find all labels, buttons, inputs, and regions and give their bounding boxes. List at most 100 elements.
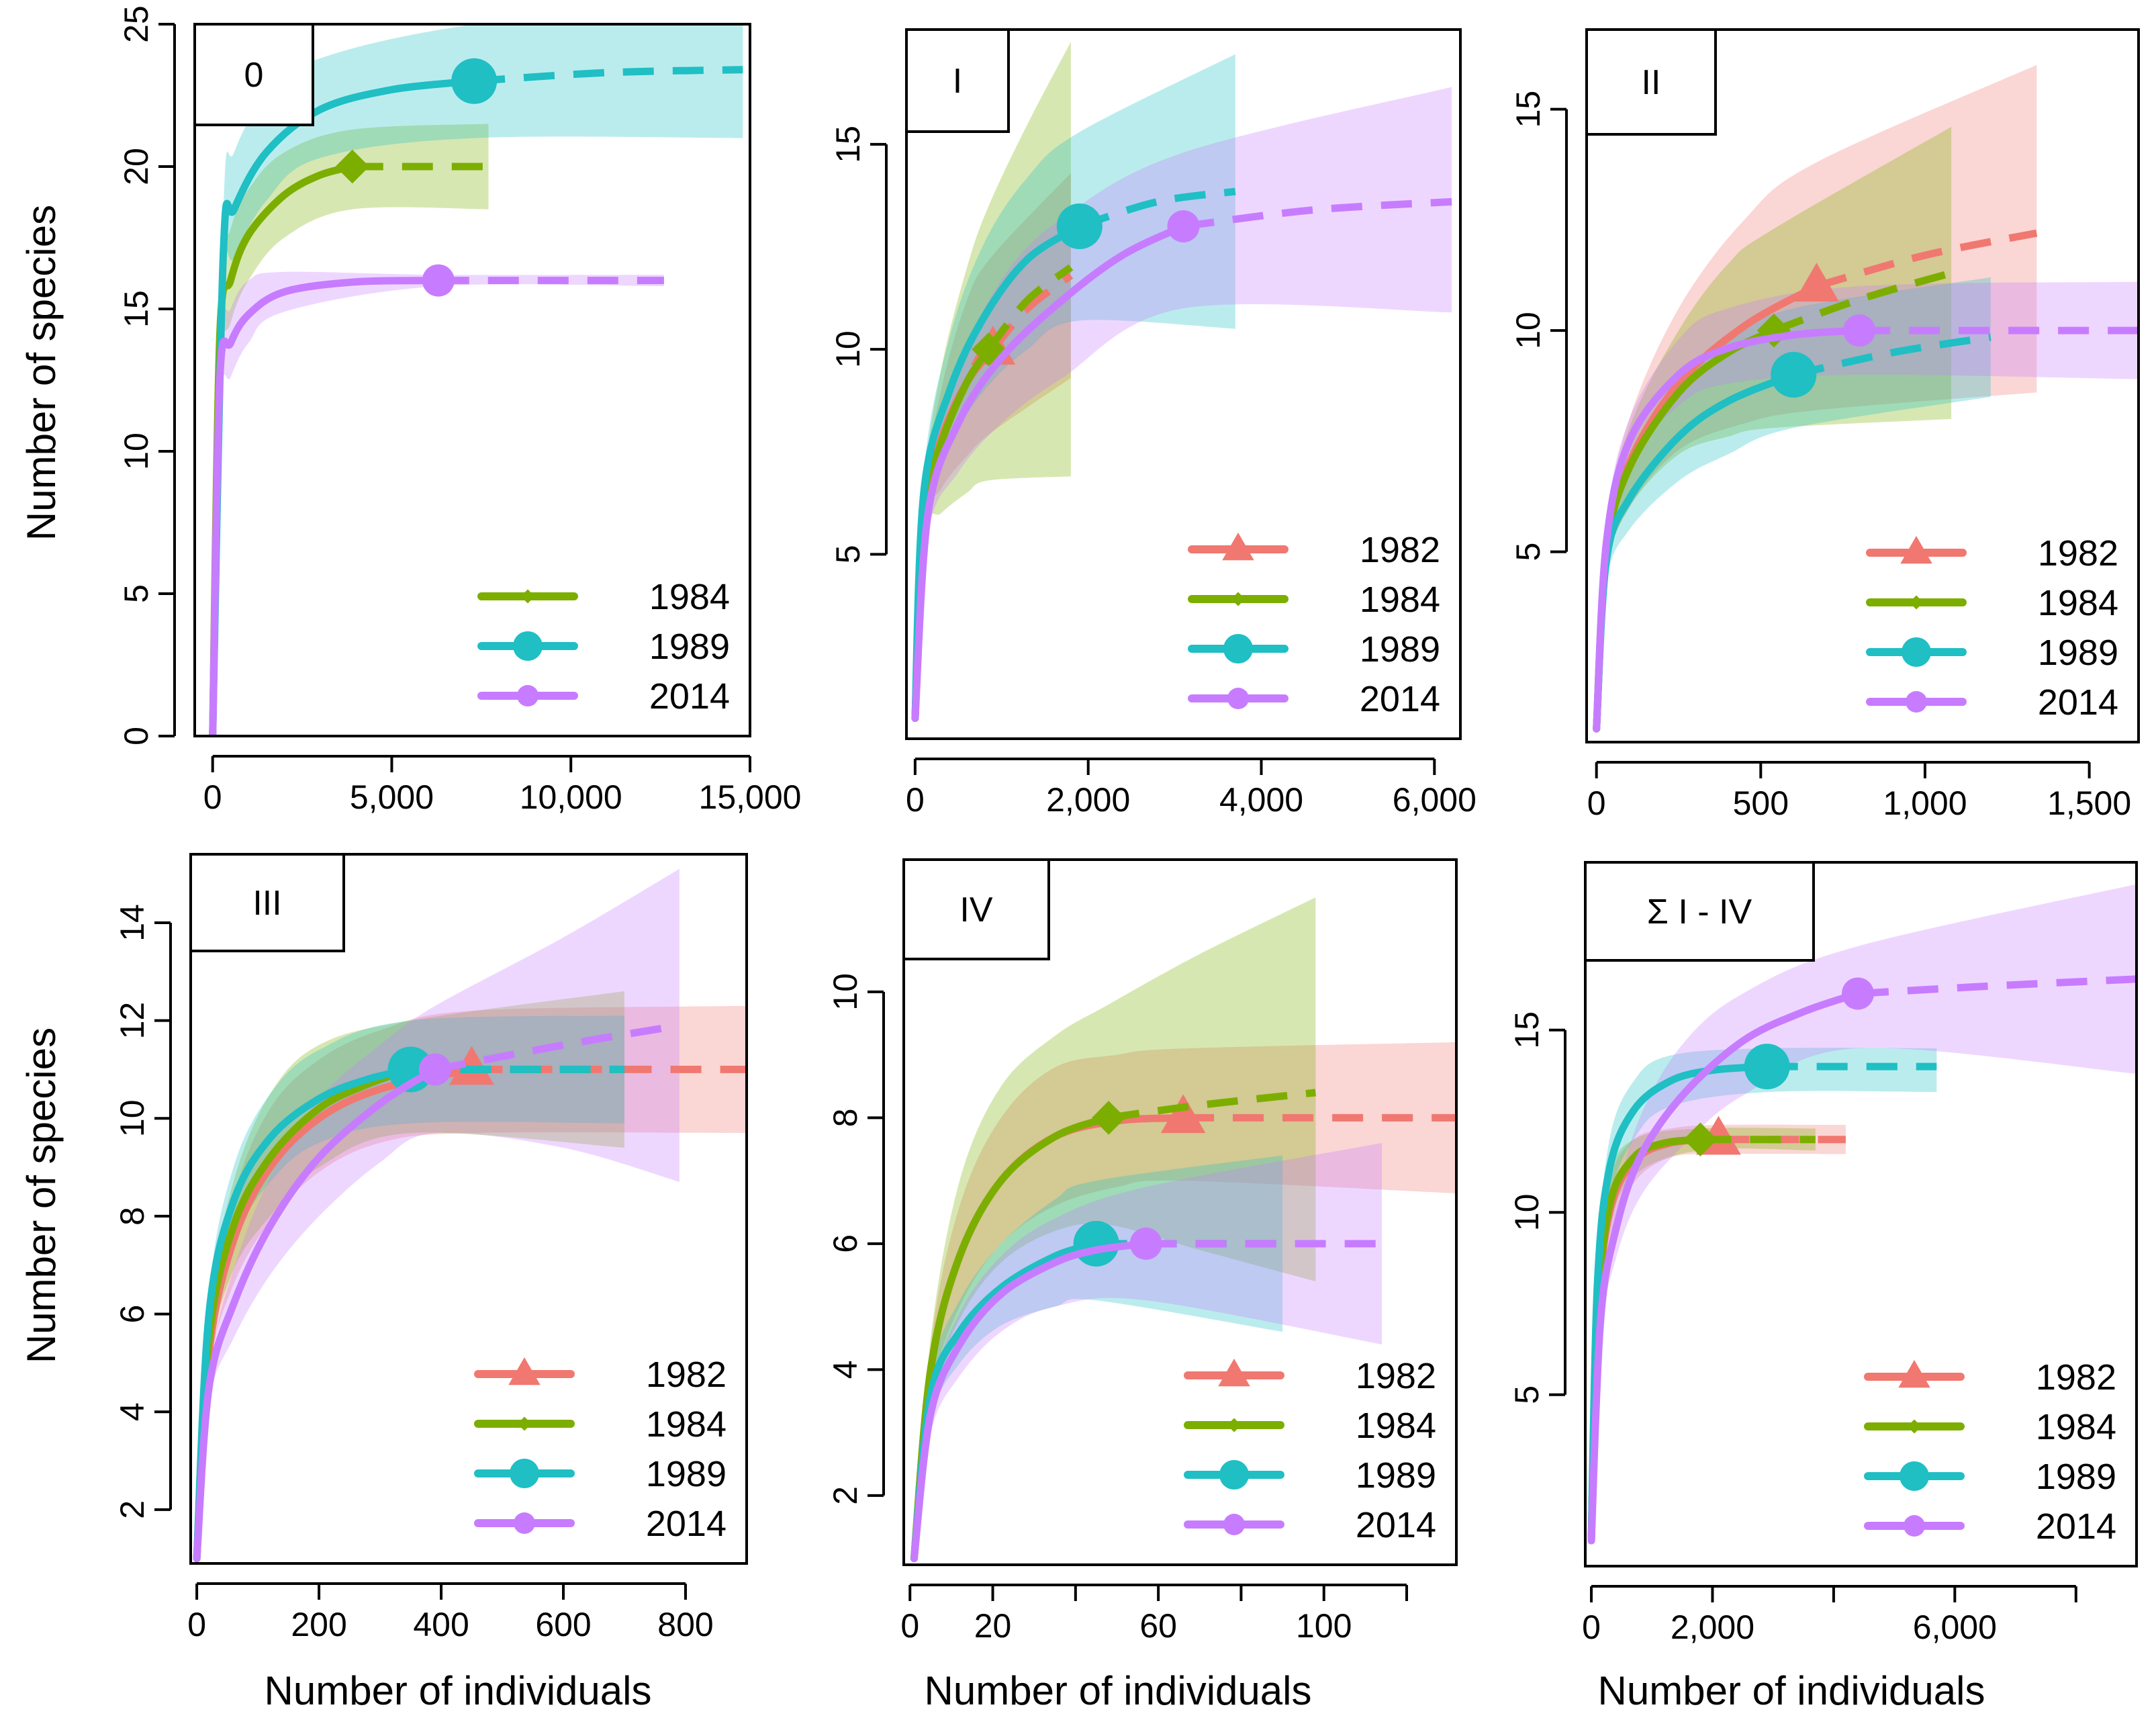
curve-1989: [193, 1065, 415, 1563]
ci-band-1984: [1591, 1128, 1816, 1541]
x-tick-label: 60: [1139, 1607, 1177, 1645]
panel-frame: [1584, 861, 2138, 1567]
y-tick-label: 20: [118, 148, 155, 185]
observed-point-2014: [1843, 314, 1876, 347]
observed-point-2014: [418, 1053, 451, 1086]
extrapolation-1984: [986, 264, 1074, 352]
legend-marker-1984: [517, 1416, 532, 1431]
legend-label-1984: 1984: [649, 577, 730, 617]
legend-label-1989: 1989: [646, 1454, 727, 1494]
x-tick-label: 5,000: [350, 778, 434, 816]
legend-label-1989: 1989: [1356, 1455, 1436, 1496]
legend-item-1989: 1989: [1188, 629, 1440, 670]
observed-point-1989: [451, 58, 498, 104]
legend-item-1989: 1989: [1866, 633, 2118, 673]
extrapolation-1984: [1773, 269, 1953, 334]
panel-label-box: [902, 858, 1050, 960]
panel-label-box: [193, 23, 314, 126]
legend-item-1982: 1982: [1864, 1357, 2116, 1398]
y-tick-label: 15: [118, 290, 155, 328]
legend-label-1984: 1984: [1356, 1406, 1436, 1446]
x-tick-label: 2,000: [1671, 1608, 1754, 1646]
legend-item-2014: 2014: [477, 676, 730, 717]
panel-p5: Σ I - IV 5 10 15 0 2,000 6,000 1982 1984 1989 2014: [1508, 861, 2138, 1646]
legend-label-1984: 1984: [646, 1404, 727, 1445]
legend-label-1982: 1982: [2038, 533, 2118, 574]
plot-area: [209, 24, 743, 736]
legend-item-1989: 1989: [1864, 1457, 2116, 1497]
x-tick-label: 0: [187, 1606, 206, 1643]
y-tick-label: 4: [827, 1360, 864, 1379]
x-axis-title-middle: Number of individuals: [925, 1668, 1312, 1713]
y-tick-label: 5: [1509, 543, 1547, 561]
x-axis-title-right: Number of individuals: [1598, 1668, 1985, 1713]
x-axis-title-left: Number of individuals: [265, 1668, 652, 1713]
ci-band-1984: [914, 897, 1316, 1559]
legend-item-2014: 2014: [1184, 1505, 1436, 1545]
y-tick-label: 10: [1508, 1193, 1546, 1231]
y-axis-title-bottom: Number of species: [19, 1028, 64, 1363]
observed-point-1982: [1794, 263, 1839, 302]
ci-band-1984: [212, 124, 489, 736]
ci-band-1982: [914, 1042, 1456, 1559]
observed-point-1982: [1160, 1094, 1206, 1134]
panel-frame: [1585, 28, 2140, 743]
x-tick-label: 500: [1733, 784, 1789, 822]
panel-p3: III 2 4 6 8 10 12 14 0 200 400 600 800 1982 1984 1989 20…: [113, 853, 748, 1643]
legend-marker-1982: [1218, 1359, 1250, 1387]
y-tick-label: 6: [827, 1234, 864, 1253]
legend-item-1982: 1982: [1866, 533, 2118, 574]
legend-marker-1984: [520, 589, 535, 604]
x-tick-label: 0: [906, 781, 925, 819]
panel-frame: [193, 23, 751, 737]
panel-label-box: [189, 853, 345, 952]
x-tick-label: 20: [974, 1607, 1012, 1645]
legend-item-2014: 2014: [1866, 682, 2118, 723]
y-tick-label: 14: [113, 904, 151, 942]
legend-marker-2014: [517, 685, 538, 707]
y-tick-label: 10: [113, 1099, 151, 1137]
ci-band-1984: [915, 42, 1071, 719]
x-tick-label: 600: [535, 1606, 591, 1643]
extrapolation-1984: [1108, 1089, 1316, 1122]
ci-band-2014: [197, 868, 679, 1559]
legend-marker-1984: [1231, 592, 1246, 606]
curve-2014: [209, 277, 442, 736]
y-tick-label: 10: [118, 432, 155, 470]
legend-marker-2014: [1904, 1515, 1925, 1537]
y-tick-label: 15: [1508, 1011, 1546, 1049]
ci-band-1989: [1591, 1048, 1937, 1541]
legend-label-2014: 2014: [649, 676, 730, 717]
curve-2014: [193, 1065, 439, 1563]
legend-marker-1989: [1900, 1461, 1929, 1491]
y-tick-label: 10: [829, 330, 867, 368]
plot-area: [193, 868, 747, 1563]
y-tick-label: 5: [118, 584, 155, 603]
legend-item-1984: 1984: [1188, 580, 1440, 620]
ci-band-1982: [1591, 1124, 1846, 1541]
legend-label-1982: 1982: [2036, 1357, 2116, 1398]
legend-label-1984: 1984: [1360, 580, 1440, 620]
x-tick-label: 15,000: [699, 778, 802, 816]
curve-2014: [911, 222, 1187, 722]
legend-item-1984: 1984: [1184, 1406, 1436, 1446]
x-tick-label: 10,000: [520, 778, 622, 816]
legend-label-1984: 1984: [2038, 583, 2118, 623]
plot-area: [1587, 884, 2137, 1545]
ci-band-1989: [914, 1155, 1283, 1559]
panel-label: Σ I - IV: [1647, 893, 1752, 931]
plot-area: [910, 897, 1456, 1563]
legend-label-2014: 2014: [2036, 1506, 2116, 1547]
panel-p0: 0 0 5 10 15 20 25 0 5,000 10,000 15,000 1984 1989 201…: [118, 5, 802, 816]
x-tick-label: 100: [1296, 1607, 1352, 1645]
x-tick-label: 0: [1587, 784, 1606, 822]
x-tick-label: 1,500: [2047, 784, 2131, 822]
extrapolation-1989: [1793, 333, 1991, 379]
x-tick-label: 800: [657, 1606, 713, 1643]
y-tick-label: 15: [829, 126, 867, 163]
extrapolation-1982: [990, 272, 1074, 352]
y-axis-title-top: Number of species: [19, 205, 64, 541]
ci-band-1989: [212, 24, 743, 736]
